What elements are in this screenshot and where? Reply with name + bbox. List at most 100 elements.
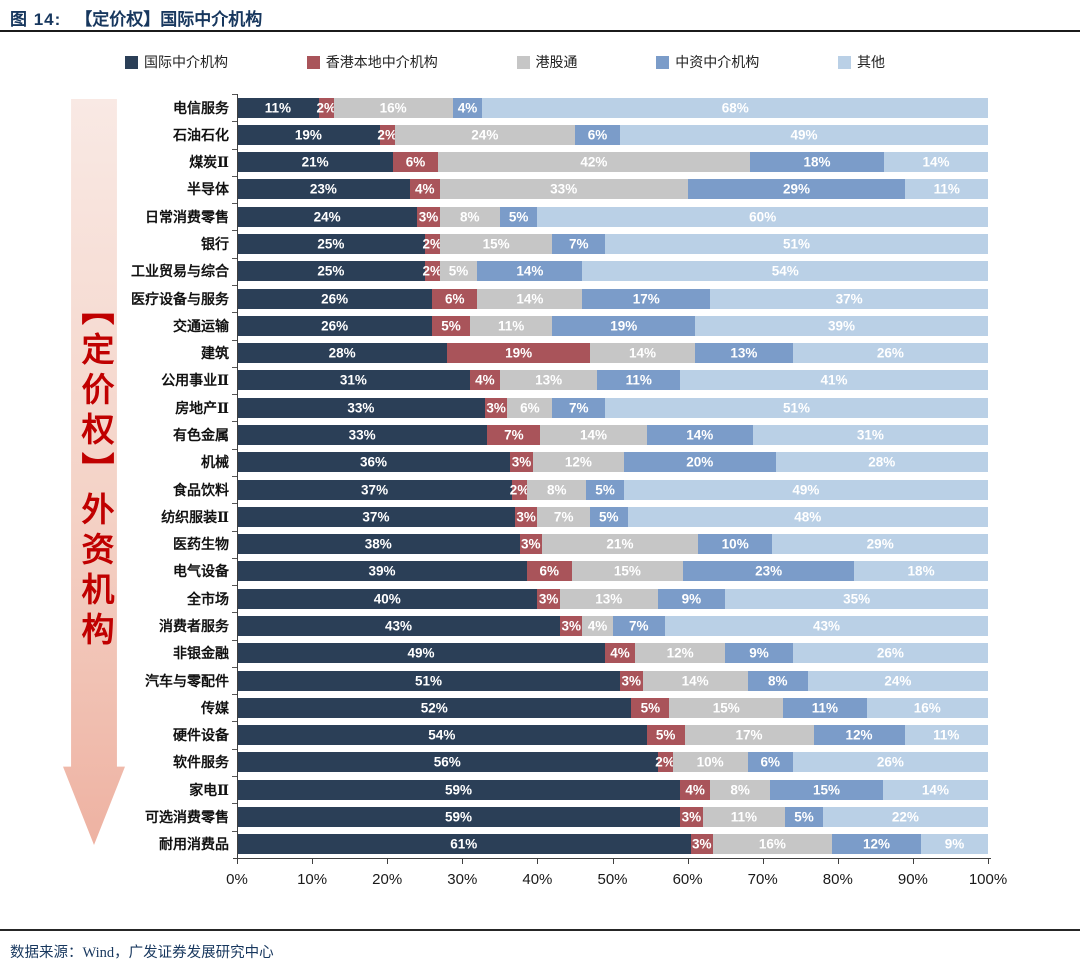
legend-label: 中资中介机构	[675, 54, 760, 70]
bar-segment: 11%	[783, 697, 867, 718]
bar-track: 33% 3% 6% 7% 51%	[232, 394, 988, 421]
bar-segment: 14%	[477, 288, 583, 309]
bar-segment: 5%	[589, 506, 628, 527]
bar-segment: 2%	[655, 752, 675, 773]
bar-segment: 11%	[905, 179, 989, 200]
stacked-bar: 40% 3% 13% 9% 35%	[237, 588, 988, 609]
segment-value-label: 68%	[721, 100, 749, 116]
bar-segment: 21%	[237, 152, 394, 173]
segment-value-label: 42%	[580, 154, 608, 170]
segment-value-label: 38%	[364, 536, 392, 552]
segment-value-label: 21%	[301, 154, 329, 170]
x-axis-tick	[912, 858, 914, 864]
category-label: 医药生物	[173, 538, 229, 554]
bar-segment: 31%	[752, 425, 988, 446]
bar-row: 电信服务 11% 2% 16% 4% 68%	[0, 94, 989, 121]
stacked-bar: 37% 3% 7% 5% 48%	[237, 506, 988, 527]
segment-value-label: 11%	[730, 809, 758, 825]
bar-segment: 9%	[725, 643, 793, 664]
bar-segment: 25%	[237, 234, 425, 255]
segment-value-label: 11%	[933, 727, 960, 743]
segment-value-label: 28%	[868, 454, 896, 470]
bar-segment: 49%	[237, 643, 605, 664]
segment-value-label: 7%	[504, 427, 524, 443]
segment-value-label: 18%	[907, 563, 935, 579]
x-axis-tick-label: 70%	[747, 871, 778, 888]
segment-value-label: 21%	[606, 536, 634, 552]
bar-segment: 3%	[680, 806, 703, 827]
bar-segment: 18%	[750, 152, 884, 173]
x-axis-tick	[387, 858, 389, 864]
stacked-bar: 31% 4% 13% 11% 41%	[237, 370, 988, 391]
segment-value-label: 14%	[921, 782, 949, 798]
bar-segment: 6%	[574, 124, 620, 145]
legend-item: 港股通	[516, 52, 578, 72]
segment-value-label: 26%	[321, 291, 349, 307]
segment-value-label: 15%	[613, 563, 641, 579]
segment-value-label: 11%	[625, 372, 652, 388]
bar-track: 11% 2% 16% 4% 68%	[232, 94, 989, 121]
bar-segment: 20%	[623, 452, 776, 473]
segment-value-label: 40%	[373, 591, 401, 607]
bar-segment: 60%	[537, 206, 988, 227]
bar-row: 家电Ⅱ 59% 4% 8% 15% 14%	[0, 776, 989, 803]
x-axis-tick	[312, 858, 314, 864]
segment-value-label: 25%	[317, 236, 345, 252]
bar-segment: 5%	[586, 479, 624, 500]
bar-segment: 7%	[552, 397, 605, 418]
bar-segment: 3%	[620, 670, 643, 691]
segment-value-label: 2%	[655, 754, 675, 770]
segment-value-label: 3%	[538, 591, 559, 607]
x-axis-tick	[837, 858, 839, 864]
bar-track: 25% 2% 5% 14% 54%	[232, 257, 988, 285]
segment-value-label: 17%	[632, 291, 660, 307]
segment-value-label: 4%	[685, 782, 705, 798]
segment-value-label: 4%	[457, 100, 478, 116]
bar-segment: 16%	[712, 834, 832, 855]
stacked-bar: 56% 2% 10% 6% 26%	[237, 752, 988, 773]
bar-segment: 13%	[499, 370, 598, 391]
segment-value-label: 16%	[913, 700, 941, 716]
bar-segment: 35%	[725, 588, 988, 609]
stacked-bar: 59% 4% 8% 15% 14%	[237, 779, 989, 800]
bar-segment: 5%	[432, 315, 470, 336]
bar-segment: 52%	[237, 697, 632, 718]
bar-segment: 3%	[417, 206, 440, 227]
segment-value-label: 8%	[730, 782, 750, 798]
bar-segment: 33%	[237, 425, 488, 446]
bar-segment: 38%	[237, 534, 520, 555]
bar-track: 26% 6% 14% 17% 37%	[232, 284, 989, 312]
bar-track: 21% 6% 42% 18% 14%	[232, 148, 988, 176]
y-axis-line	[237, 94, 238, 858]
stacked-bar: 43% 3% 4% 7% 43%	[237, 615, 989, 636]
bar-segment: 59%	[237, 806, 681, 827]
segment-value-label: 51%	[782, 236, 810, 252]
figure-header: 图 14: 【定价权】国际中介机构	[10, 5, 262, 30]
bar-segment: 2%	[316, 97, 336, 118]
bar-row: 食品饮料 37% 2% 8% 5% 49%	[0, 475, 988, 503]
x-axis-tick	[237, 858, 238, 864]
down-arrow-icon	[63, 99, 125, 845]
x-axis-tick-label: 100%	[968, 871, 1008, 888]
segment-value-label: 2%	[316, 100, 336, 116]
data-source: 数据来源：Wind，广发证券发展研究中心	[10, 945, 274, 961]
x-axis-tick	[762, 858, 764, 864]
bar-segment: 7%	[612, 615, 666, 636]
bar-segment: 28%	[237, 343, 448, 364]
category-label: 日常消费零售	[145, 210, 229, 226]
segment-value-label: 2%	[422, 236, 443, 252]
segment-value-label: 2%	[509, 482, 530, 498]
bar-segment: 21%	[541, 534, 699, 555]
bar-segment: 49%	[620, 124, 988, 145]
bar-row: 传媒 52% 5% 15% 11% 16%	[0, 694, 988, 721]
bar-segment: 43%	[665, 615, 989, 636]
bar-segment: 43%	[237, 615, 560, 636]
segment-value-label: 14%	[681, 673, 709, 689]
bar-segment: 49%	[623, 479, 988, 500]
category-label: 非银金融	[173, 647, 229, 663]
stacked-bar: 52% 5% 15% 11% 16%	[237, 697, 988, 718]
bar-segment: 5%	[631, 697, 670, 718]
segment-value-label: 61%	[450, 836, 478, 852]
bar-segment: 24%	[807, 670, 988, 691]
stacked-bar: 33% 7% 14% 14% 31%	[237, 425, 988, 446]
